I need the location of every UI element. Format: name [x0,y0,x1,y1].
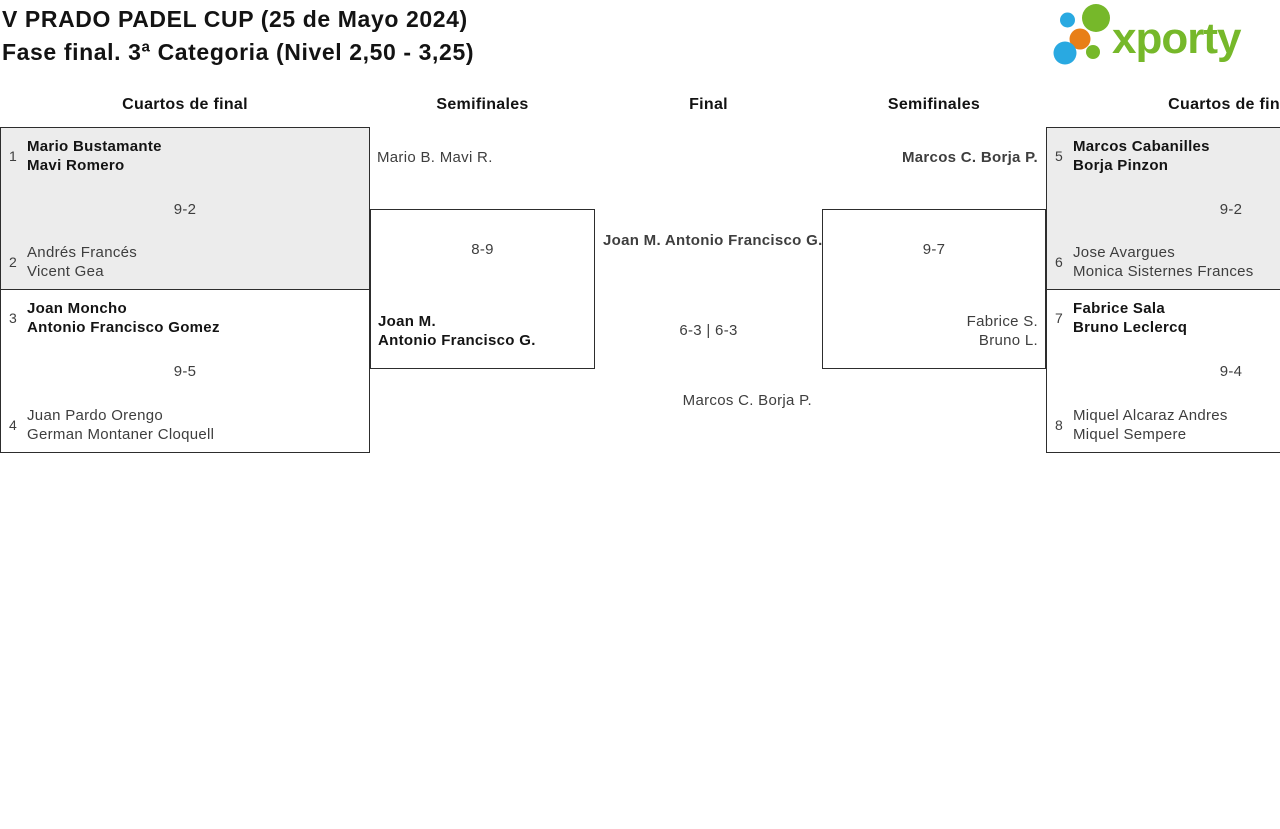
team-row: 2 Andrés Francés Vicent Gea [9,243,361,281]
seed-number: 7 [1055,310,1063,326]
sf-left-team-bottom: Joan M. Antonio Francisco G. [378,313,536,349]
team-row: 3 Joan Moncho Antonio Francisco Gomez [9,299,361,337]
match-score: 9-2 [1219,200,1243,218]
team-name: Joan Moncho Antonio Francisco Gomez [27,300,220,336]
team-row: 1 Mario Bustamante Mavi Romero [9,137,361,175]
match-qf-left-top[interactable]: 1 Mario Bustamante Mavi Romero 9-2 2 And… [0,127,370,290]
seed-number: 2 [9,254,17,270]
round-header-final: Final [689,96,728,113]
match-score: 9-4 [1219,363,1243,380]
match-qf-right-bottom[interactable]: 7 Fabrice Sala Bruno Leclercq 9-4 8 Miqu… [1046,289,1280,453]
round-header-qf-left: Cuartos de final [122,96,248,113]
match-score: 8-9 [471,241,494,258]
match-qf-left-bottom[interactable]: 3 Joan Moncho Antonio Francisco Gomez 9-… [0,289,370,453]
match-score: 9-2 [173,200,197,218]
xporty-logo-icon: xporty [1053,4,1243,65]
final-score: 6-3 | 6-3 [679,322,738,339]
team-name: Fabrice Sala Bruno Leclercq [1073,300,1188,336]
seed-number: 5 [1055,148,1063,164]
team-row: 4 Juan Pardo Orengo German Montaner Cloq… [9,406,361,444]
sf-left-team-top: Mario B. Mavi R. [377,149,493,166]
match-score: 9-7 [922,241,946,258]
team-name: Miquel Alcaraz Andres Miquel Sempere [1073,407,1228,443]
xporty-logo[interactable]: xporty [1050,4,1276,66]
seed-number: 8 [1055,417,1063,433]
round-header-sf-right: Semifinales [887,96,981,113]
team-row: 6 Jose Avargues Monica Sisternes Frances [1055,243,1280,281]
sf-right-team-top: Marcos C. Borja P. [901,149,1038,166]
team-name: Andrés Francés Vicent Gea [27,244,138,280]
team-name: Juan Pardo Orengo German Montaner Cloque… [27,407,215,443]
tournament-subtitle: Fase final. 3ª Categoria (Nivel 2,50 - 3… [2,39,475,65]
final-team-top: Joan M. Antonio Francisco G. [603,232,823,249]
final-team-bottom: Marcos C. Borja P. [682,392,812,409]
tournament-title: V PRADO PADEL CUP (25 de Mayo 2024) [2,6,468,32]
seed-number: 6 [1055,254,1063,270]
seed-number: 4 [9,417,17,433]
sf-right-team-bottom: Fabrice S. Bruno L. [966,313,1038,349]
round-header-qf-right: Cuartos de final [1168,96,1280,113]
match-sf-right[interactable]: 9-7 Fabrice S. Bruno L. [822,209,1046,369]
round-header-sf-left: Semifinales [436,96,529,113]
seed-number: 3 [9,310,17,326]
team-name: Jose Avargues Monica Sisternes Frances [1073,244,1254,280]
match-sf-left[interactable]: 8-9 Joan M. Antonio Francisco G. [370,209,595,369]
xporty-logo-text: xporty [1112,14,1242,63]
team-row: 7 Fabrice Sala Bruno Leclercq [1055,299,1280,337]
team-name: Marcos Cabanilles Borja Pinzon [1073,138,1210,174]
team-name: Mario Bustamante Mavi Romero [27,138,162,174]
team-row: 5 Marcos Cabanilles Borja Pinzon [1055,137,1280,175]
match-qf-right-top[interactable]: 5 Marcos Cabanilles Borja Pinzon 9-2 6 J… [1046,127,1280,290]
team-row: 8 Miquel Alcaraz Andres Miquel Sempere [1055,406,1280,444]
match-score: 9-5 [173,363,197,380]
seed-number: 1 [9,148,17,164]
tournament-title-block: V PRADO PADEL CUP (25 de Mayo 2024) Fase… [2,3,474,69]
